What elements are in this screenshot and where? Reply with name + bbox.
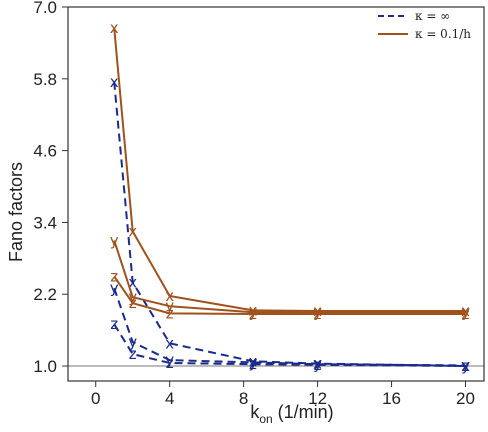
axes-layer: 0 4 8 12 16 20 1.0 2.2 3.4 4.6 5.8 7.0 xyxy=(33,0,485,408)
x-axis-label-main: k xyxy=(250,402,260,422)
data-point: z xyxy=(110,315,118,333)
data-point: x xyxy=(248,352,257,370)
x-axis-label: kon (1/min) xyxy=(250,402,333,426)
legend-label: κ = 0.1/h xyxy=(415,27,471,41)
x-tick-label: 4 xyxy=(165,389,174,408)
data-point: x xyxy=(165,287,174,305)
series-y-solid: yy y y y y xyxy=(110,231,470,321)
data-point: y xyxy=(248,353,257,371)
data-point: x xyxy=(128,222,137,240)
y-tick-label: 2.2 xyxy=(33,285,57,304)
data-point: z xyxy=(249,355,257,373)
data-point: x xyxy=(313,302,322,320)
data-point: y xyxy=(248,303,257,321)
data-point: x xyxy=(313,355,322,373)
x-tick-label: 20 xyxy=(456,389,475,408)
x-tick-label: 16 xyxy=(382,389,401,408)
y-tick-label: 3.4 xyxy=(33,213,57,232)
y-tick-label: 1.0 xyxy=(33,357,57,376)
data-point: z xyxy=(462,357,470,375)
series-line xyxy=(113,27,466,312)
data-point: y xyxy=(128,288,137,306)
data-point: z xyxy=(166,354,174,372)
data-point: z xyxy=(129,345,137,363)
series-line xyxy=(113,81,466,367)
data-point: z xyxy=(249,305,257,323)
series-y-dashed: yyy y y y xyxy=(110,279,470,374)
data-point: y xyxy=(165,351,174,369)
data-point: x xyxy=(165,334,174,352)
data-point: z xyxy=(166,304,174,322)
data-point: y xyxy=(313,303,322,321)
data-point: x xyxy=(461,357,470,375)
x-axis-label-unit: (1/min) xyxy=(273,402,334,422)
x-tick-label: 12 xyxy=(308,389,327,408)
y-tick-label: 4.6 xyxy=(33,142,57,161)
data-point: x xyxy=(128,273,137,291)
data-point: x xyxy=(110,19,119,37)
data-point: y xyxy=(110,231,119,249)
x-tick-label: 0 xyxy=(91,389,100,408)
y-tick-label: 5.8 xyxy=(33,70,57,89)
data-point: y xyxy=(461,356,470,374)
x-tick-label: 8 xyxy=(239,389,248,408)
legend-label: κ = ∞ xyxy=(415,9,450,23)
series-z-dashed: zz z z z z xyxy=(110,315,469,375)
y-tick-label: 7.0 xyxy=(33,0,57,17)
data-point: y xyxy=(165,297,174,315)
data-point: x xyxy=(248,301,257,319)
legend: κ = ∞ κ = 0.1/h xyxy=(378,9,471,41)
data-point: y xyxy=(128,333,137,351)
data-point: y xyxy=(461,303,470,321)
data-point: z xyxy=(314,305,322,323)
data-point: z xyxy=(129,294,137,312)
series-x-solid: x x x x x x xyxy=(110,19,470,320)
series-line xyxy=(113,275,466,315)
series-line xyxy=(113,240,466,314)
data-point: x xyxy=(461,302,470,320)
data-point: y xyxy=(110,279,119,297)
data-point: z xyxy=(462,305,470,323)
data-point: z xyxy=(110,267,118,285)
series-x-dashed: x x x x x x xyxy=(110,73,470,375)
y-axis-label: Fano factors xyxy=(6,162,26,262)
x-axis-label-subscript: on xyxy=(259,412,272,426)
plot-frame xyxy=(67,6,485,382)
series-line xyxy=(113,323,466,367)
series-z-solid: zzz z z z xyxy=(110,267,469,323)
data-point: x xyxy=(110,73,119,91)
data-point: z xyxy=(314,356,322,374)
